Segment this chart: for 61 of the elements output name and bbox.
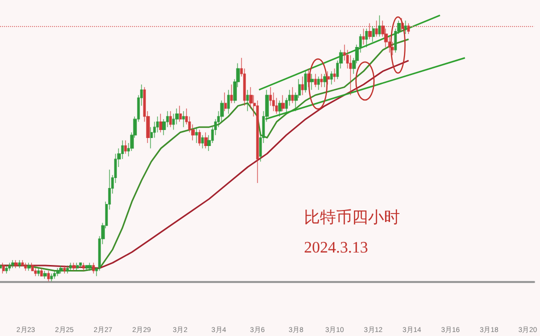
candlestick	[63, 265, 66, 274]
candlestick	[204, 132, 208, 149]
candlestick	[230, 84, 233, 104]
candlestick	[27, 262, 31, 272]
candlestick	[404, 20, 407, 34]
candlestick	[76, 262, 79, 272]
candlestick	[88, 262, 92, 272]
candlestick	[2, 262, 5, 274]
candlestick	[378, 15, 381, 37]
candlestick	[314, 74, 317, 88]
candlestick	[327, 70, 330, 85]
candlestick	[407, 23, 410, 34]
candlestick	[317, 76, 320, 90]
candlestick	[18, 260, 21, 268]
annotation: 比特币四小时	[304, 208, 400, 226]
candlestick	[169, 110, 172, 128]
candlestick	[47, 270, 50, 282]
candlestick	[8, 262, 11, 272]
candlestick	[323, 74, 327, 88]
candlestick	[79, 262, 82, 268]
candlestick	[53, 270, 56, 280]
candlestick	[368, 23, 372, 40]
candlestick	[372, 26, 375, 42]
candlestick	[85, 265, 89, 272]
candlestick	[227, 90, 230, 114]
candlestick	[320, 74, 323, 88]
candlestick	[301, 76, 304, 96]
candlestick	[291, 86, 294, 104]
candlestick	[281, 94, 285, 112]
candlestick	[14, 260, 18, 268]
candlestick	[56, 268, 60, 276]
candlestick	[37, 268, 40, 276]
candlestick	[59, 265, 63, 274]
candlestick	[72, 262, 76, 272]
candlestick	[40, 268, 43, 276]
candlestick	[375, 20, 378, 37]
candlestick	[333, 68, 336, 82]
candlestick	[69, 262, 72, 272]
candlestick	[124, 140, 127, 154]
candlestick	[198, 129, 201, 146]
candlestick	[24, 262, 27, 272]
candlestick	[50, 273, 53, 282]
candlestick	[159, 113, 163, 133]
candlestick	[330, 70, 333, 85]
candlestick	[201, 134, 204, 149]
candlestick	[182, 110, 185, 128]
candlestick	[224, 92, 227, 112]
candlestick	[179, 105, 182, 122]
candlestick	[365, 28, 368, 48]
candlestick	[362, 28, 365, 45]
candlestick	[66, 265, 69, 274]
candlestick	[195, 126, 198, 144]
candlestick	[92, 262, 95, 274]
candlestick	[310, 74, 314, 90]
candlestick	[246, 90, 249, 112]
annotation: 2024.3.13	[304, 240, 368, 256]
candlestick	[278, 100, 282, 117]
candlestick	[5, 265, 8, 274]
candlestick	[11, 260, 15, 268]
candlestick	[43, 270, 47, 280]
candlestick	[82, 262, 85, 272]
